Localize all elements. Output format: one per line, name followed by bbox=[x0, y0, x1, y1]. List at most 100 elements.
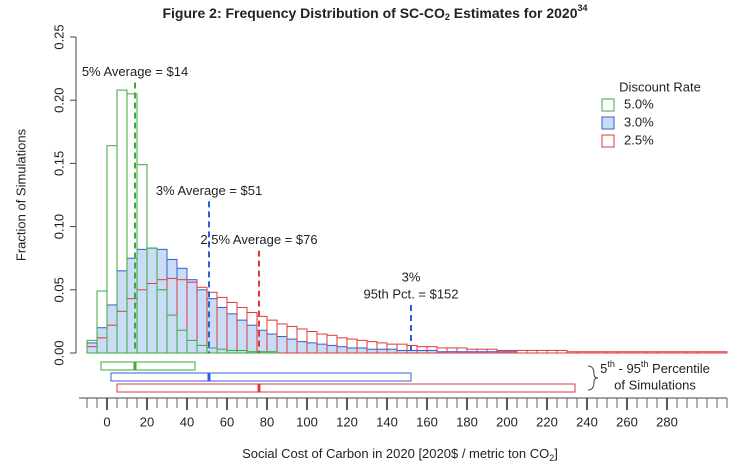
bar bbox=[226, 313, 238, 354]
bar bbox=[676, 351, 688, 354]
x-tick-label: 140 bbox=[376, 414, 398, 429]
legend-swatch bbox=[601, 134, 615, 148]
bar bbox=[346, 347, 358, 354]
legend-swatch bbox=[601, 98, 615, 112]
bar bbox=[196, 289, 208, 354]
title-text: Figure 2: Frequency Distribution of SC-C… bbox=[162, 5, 444, 21]
bar bbox=[186, 279, 198, 354]
x-tick-label: 120 bbox=[336, 414, 358, 429]
legend-label: 3.0% bbox=[624, 114, 654, 129]
bar bbox=[86, 342, 98, 354]
legend-title: Discount Rate bbox=[619, 79, 701, 94]
x-label-text: Social Cost of Carbon in 2020 [2020$ / m… bbox=[242, 446, 549, 461]
percentile-label: 5th - 95th Percentile bbox=[600, 359, 710, 376]
x-tick-label: 220 bbox=[536, 414, 558, 429]
bar bbox=[146, 247, 158, 354]
bar bbox=[536, 349, 548, 354]
bar bbox=[336, 346, 348, 354]
bar bbox=[236, 319, 248, 354]
x-tick-label: 200 bbox=[496, 414, 518, 429]
x-tick-label: 80 bbox=[260, 414, 274, 429]
bar bbox=[116, 270, 128, 354]
bar bbox=[556, 349, 568, 354]
bar bbox=[166, 258, 178, 354]
bar bbox=[686, 351, 698, 354]
legend-label: 2.5% bbox=[624, 132, 654, 147]
pct-text: 5 bbox=[600, 361, 607, 376]
bar bbox=[246, 324, 258, 354]
bar bbox=[316, 343, 328, 354]
x-label-text: ] bbox=[554, 446, 558, 461]
bar bbox=[576, 351, 588, 354]
pct-text: Percentile bbox=[648, 361, 709, 376]
bar bbox=[716, 351, 728, 354]
x-tick-label: 60 bbox=[220, 414, 234, 429]
pct-sup: th bbox=[641, 359, 649, 369]
bar bbox=[326, 344, 338, 354]
legend-swatch bbox=[601, 116, 615, 130]
bar bbox=[656, 351, 668, 354]
bar bbox=[386, 348, 398, 354]
annotation: 3% bbox=[402, 269, 421, 284]
bar bbox=[566, 351, 578, 354]
bar bbox=[136, 248, 148, 354]
bar bbox=[106, 304, 118, 354]
title-text: Estimates for 2020 bbox=[450, 5, 578, 21]
x-axis-label: Social Cost of Carbon in 2020 [2020$ / m… bbox=[242, 446, 558, 463]
bar bbox=[156, 248, 168, 354]
bar bbox=[356, 347, 368, 354]
annotation: 2.5% Average = $76 bbox=[200, 232, 317, 247]
x-tick-label: 100 bbox=[296, 414, 318, 429]
y-tick-label: 0.10 bbox=[51, 214, 66, 239]
bar bbox=[546, 349, 558, 354]
percentile-box bbox=[116, 383, 576, 393]
x-tick-label: 0 bbox=[103, 414, 110, 429]
bar bbox=[666, 351, 678, 354]
bar bbox=[606, 351, 618, 354]
y-tick-label: 0.20 bbox=[51, 88, 66, 113]
x-tick-label: 280 bbox=[656, 414, 678, 429]
annotation: 95th Pct. = $152 bbox=[363, 286, 458, 301]
bar bbox=[706, 351, 718, 354]
bar bbox=[216, 306, 228, 354]
x-tick-label: 240 bbox=[576, 414, 598, 429]
bar bbox=[626, 351, 638, 354]
bar bbox=[266, 333, 278, 354]
y-tick-label: 0.05 bbox=[51, 277, 66, 302]
chart-title: Figure 2: Frequency Distribution of SC-C… bbox=[162, 3, 587, 22]
title-superscript: 34 bbox=[577, 3, 587, 13]
brace bbox=[587, 365, 599, 391]
legend-label: 5.0% bbox=[624, 96, 654, 111]
bar bbox=[366, 348, 378, 354]
bar bbox=[176, 267, 188, 354]
bar bbox=[376, 348, 388, 354]
pct-text: - 95 bbox=[615, 361, 641, 376]
bar bbox=[696, 351, 708, 354]
x-tick-label: 40 bbox=[180, 414, 194, 429]
bar bbox=[96, 327, 108, 354]
y-tick-label: 0.15 bbox=[51, 151, 66, 176]
bar bbox=[586, 351, 598, 354]
bar bbox=[286, 338, 298, 354]
bar bbox=[596, 351, 608, 354]
bar bbox=[526, 349, 538, 354]
y-axis-label: Fraction of Simulations bbox=[13, 128, 28, 261]
x-tick-label: 160 bbox=[416, 414, 438, 429]
x-tick-label: 260 bbox=[616, 414, 638, 429]
bar bbox=[266, 351, 278, 354]
bar bbox=[516, 349, 528, 354]
bar bbox=[276, 336, 288, 354]
percentile-box bbox=[110, 372, 412, 382]
annotation: 3% Average = $51 bbox=[156, 183, 262, 198]
bar bbox=[296, 341, 308, 354]
bar bbox=[646, 351, 658, 354]
title-subscript: 2 bbox=[445, 12, 450, 22]
annotation: 5% Average = $14 bbox=[82, 64, 188, 79]
bar bbox=[636, 351, 648, 354]
bar bbox=[616, 351, 628, 354]
y-tick-label: 0.25 bbox=[51, 24, 66, 49]
x-tick-label: 20 bbox=[140, 414, 154, 429]
x-label-subscript: 2 bbox=[549, 453, 554, 463]
y-tick-label: 0.00 bbox=[51, 340, 66, 365]
